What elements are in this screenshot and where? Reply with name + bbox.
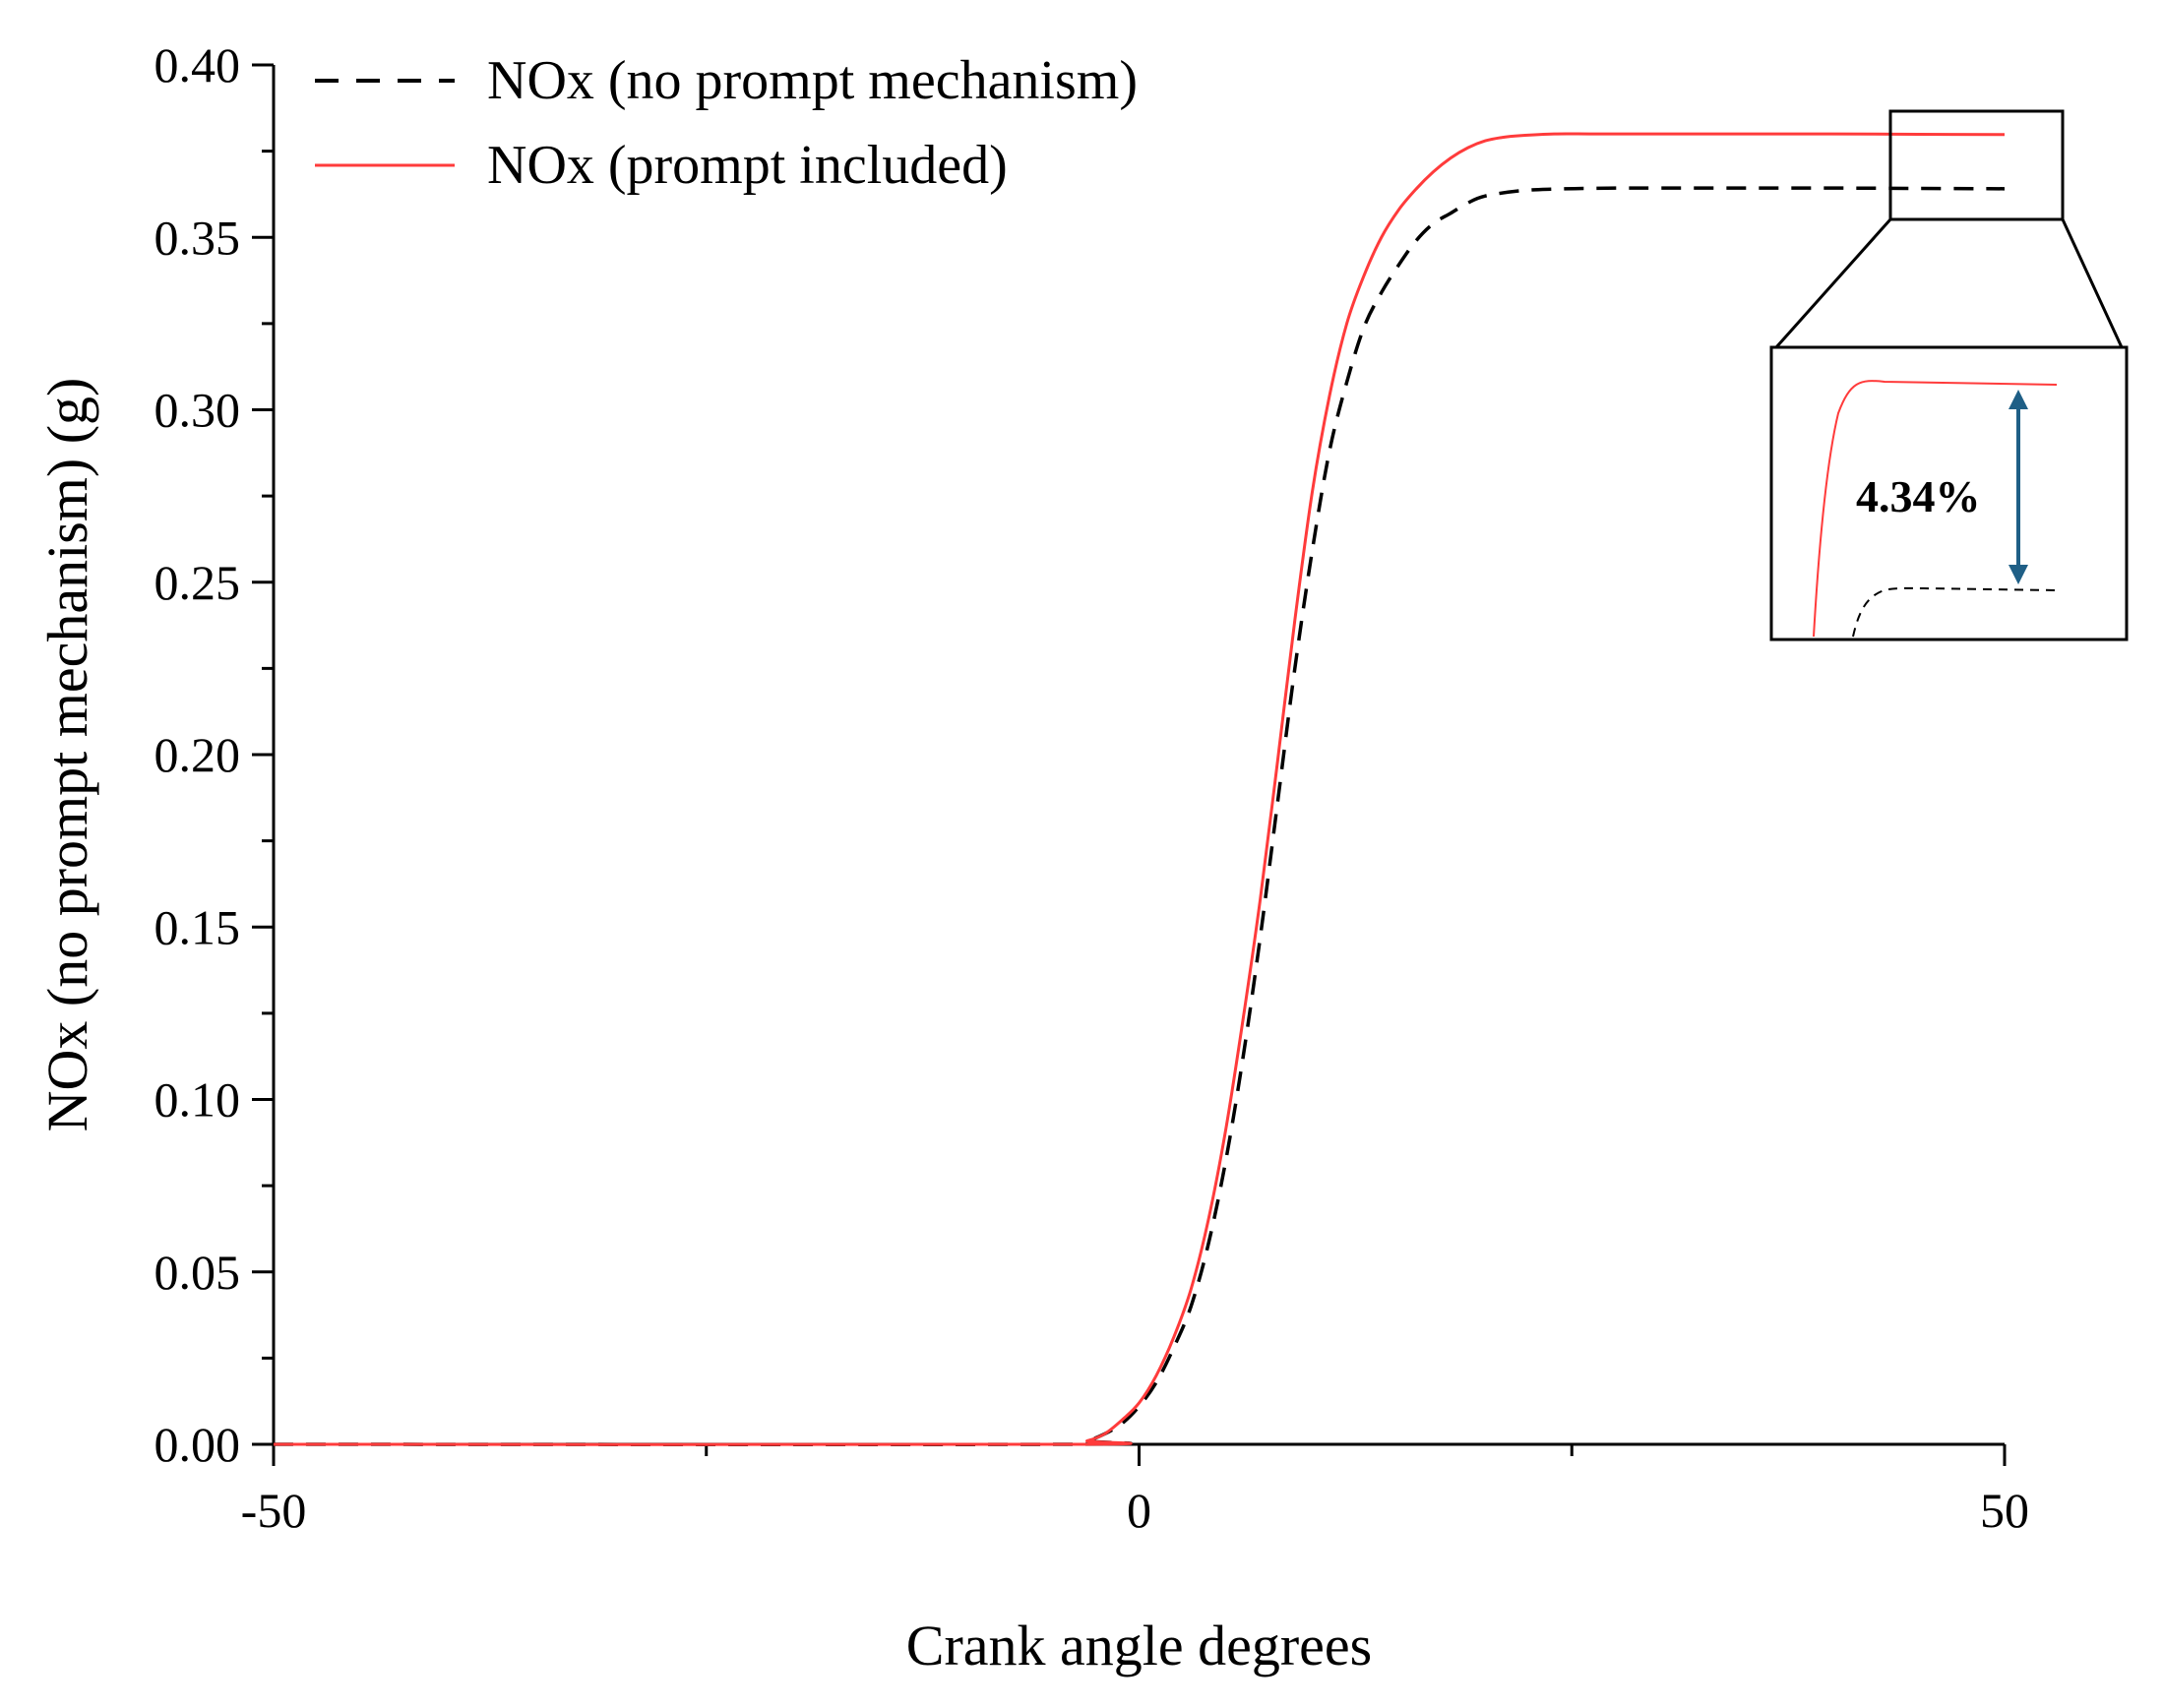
legend-label-no-prompt: NOx (no prompt mechanism) (487, 50, 1138, 111)
difference-arrow-head-down (2008, 565, 2028, 584)
y-tick-label: 0.15 (154, 899, 241, 954)
zoom-connector-right (2061, 218, 2124, 348)
series-layer (273, 132, 2006, 1447)
legend: NOx (no prompt mechanism) NOx (prompt inc… (315, 50, 1138, 196)
x-tick-label: 0 (1127, 1483, 1151, 1538)
difference-annotation: 4.34% (1856, 471, 1981, 521)
x-axis-title: Crank angle degrees (906, 1614, 1372, 1678)
ticks: 0.00 0.05 0.10 0.15 0.20 0.25 0.30 0.35 0.40 -50 0… (154, 37, 2030, 1538)
y-tick-label: 0.10 (154, 1072, 241, 1128)
y-tick-label: 0.40 (154, 37, 241, 92)
zoom-inset-box (1769, 345, 2129, 641)
y-axis-title-group: NOx (no prompt mechanism) (g) (35, 378, 99, 1132)
zoom-inset: 4.34% (1769, 109, 2129, 641)
y-tick-label: 0.25 (154, 555, 241, 610)
y-axis-title: NOx (no prompt mechanism) (g) (35, 378, 99, 1132)
inset-curve-no-prompt (1852, 586, 2060, 638)
y-tick-label: 0.05 (154, 1245, 241, 1300)
y-tick-label: 0.00 (154, 1417, 241, 1472)
x-tick-label: -50 (241, 1483, 307, 1538)
series-line-no-prompt (273, 186, 2006, 1447)
difference-arrow-head-up (2008, 390, 2028, 409)
axes (272, 65, 2005, 1446)
zoom-source-box (1888, 109, 2065, 221)
y-tick-label: 0.35 (154, 210, 241, 265)
x-axis-title-group: Crank angle degrees (906, 1614, 1372, 1678)
zoom-connector-left (1774, 218, 1892, 348)
y-tick-label: 0.30 (154, 383, 241, 438)
series-line-prompt-included (273, 132, 2006, 1446)
x-tick-label: 50 (1980, 1483, 2029, 1538)
legend-label-prompt-included: NOx (prompt included) (487, 135, 1008, 196)
inset-curve-prompt-included (1813, 380, 2058, 638)
y-tick-label: 0.20 (154, 727, 241, 782)
